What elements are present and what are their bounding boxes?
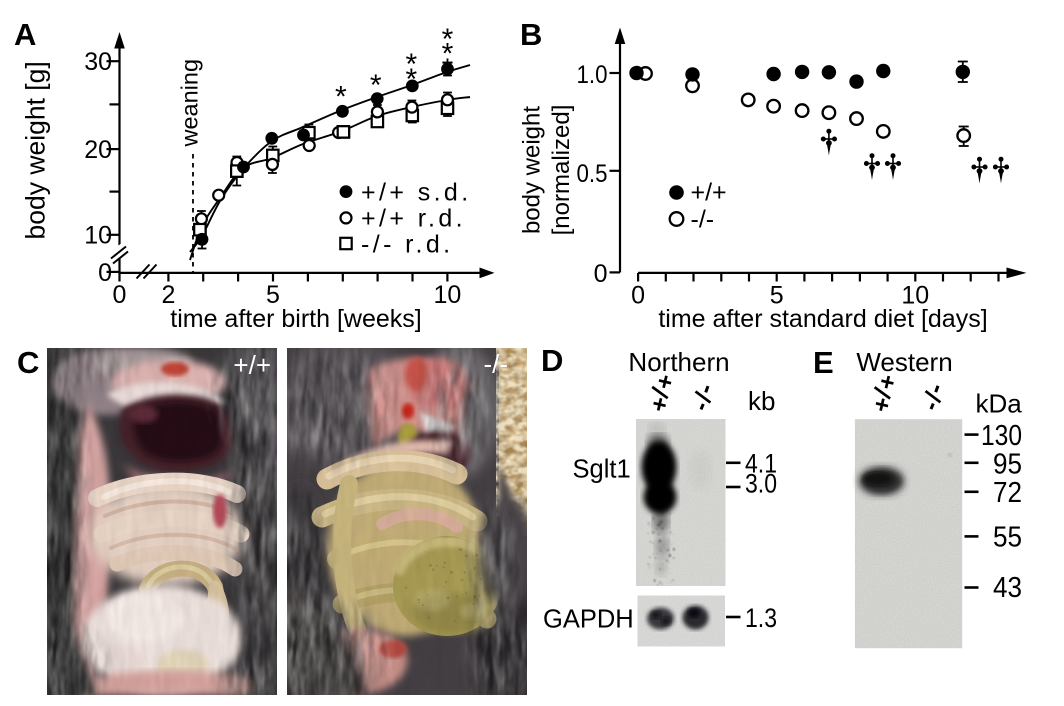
svg-text:30: 30 xyxy=(84,48,112,76)
svg-text:weaning: weaning xyxy=(177,59,203,148)
svg-text:+/+: +/+ xyxy=(233,350,271,380)
svg-text:kb: kb xyxy=(748,386,775,416)
svg-text:4.1: 4.1 xyxy=(745,448,777,478)
svg-text:A: A xyxy=(14,17,36,52)
svg-text:5: 5 xyxy=(266,281,280,309)
svg-text:*: * xyxy=(442,53,454,86)
svg-text:-/- r.d.: -/- r.d. xyxy=(361,231,453,259)
svg-text:C: C xyxy=(17,345,39,380)
svg-text:95: 95 xyxy=(993,448,1022,480)
svg-text:*: * xyxy=(442,38,454,71)
svg-text:-/-: -/- xyxy=(691,206,715,234)
svg-text:0: 0 xyxy=(631,282,645,310)
svg-text:+/+ r.d.: +/+ r.d. xyxy=(361,205,466,233)
svg-text:5: 5 xyxy=(770,282,784,310)
svg-text:body weight [g]: body weight [g] xyxy=(21,61,51,239)
svg-text:*: * xyxy=(442,23,454,56)
svg-text:20: 20 xyxy=(84,136,112,164)
svg-text:D: D xyxy=(541,343,563,378)
svg-text:time after birth [weeks]: time after birth [weeks] xyxy=(170,305,421,333)
svg-text:+/+: +/+ xyxy=(691,179,727,207)
svg-text:E: E xyxy=(813,345,834,380)
svg-text:55: 55 xyxy=(993,522,1022,554)
svg-text:B: B xyxy=(520,17,542,52)
svg-text:time after standard diet [days: time after standard diet [days] xyxy=(658,305,987,333)
svg-text:0: 0 xyxy=(98,259,112,287)
svg-text:Northern: Northern xyxy=(628,347,729,377)
svg-text:-/-: -/- xyxy=(483,349,508,379)
svg-text:130: 130 xyxy=(981,420,1022,452)
svg-text:10: 10 xyxy=(84,222,112,250)
svg-text:1.3: 1.3 xyxy=(745,603,777,633)
svg-text:kDa: kDa xyxy=(976,389,1023,419)
svg-text:10: 10 xyxy=(901,282,929,310)
svg-text:10: 10 xyxy=(433,281,461,309)
svg-text:Western: Western xyxy=(856,347,952,377)
svg-text:body weight: body weight xyxy=(519,106,546,234)
svg-text:1.0: 1.0 xyxy=(577,61,608,89)
svg-text:*: * xyxy=(370,69,382,102)
svg-text:+/+ s.d.: +/+ s.d. xyxy=(361,179,472,207)
svg-text:*: * xyxy=(406,63,418,96)
svg-text:GAPDH: GAPDH xyxy=(543,606,634,634)
svg-text:2: 2 xyxy=(161,281,175,309)
svg-text:0: 0 xyxy=(594,260,608,288)
svg-text:0.5: 0.5 xyxy=(577,160,608,188)
svg-text:72: 72 xyxy=(993,477,1022,509)
svg-text:0: 0 xyxy=(113,281,127,309)
svg-text:[normalized]: [normalized] xyxy=(548,105,575,236)
svg-text:3.0: 3.0 xyxy=(745,469,777,499)
svg-text:43: 43 xyxy=(993,572,1022,604)
svg-text:*: * xyxy=(406,48,418,81)
svg-text:*: * xyxy=(335,80,347,113)
svg-text:Sglt1: Sglt1 xyxy=(573,456,631,484)
